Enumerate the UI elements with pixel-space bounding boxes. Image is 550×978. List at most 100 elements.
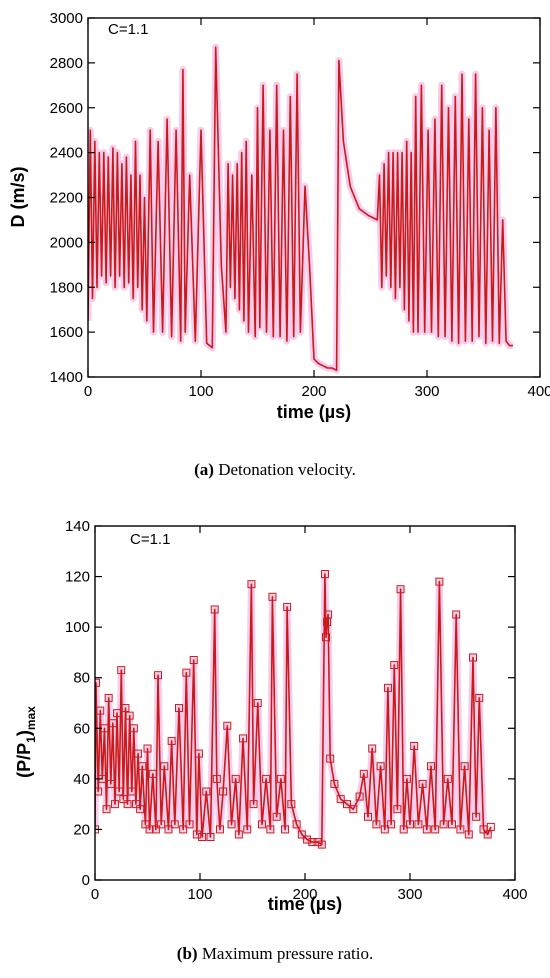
data-point-marker [189,656,198,665]
data-point-marker [121,704,130,713]
data-point-marker [393,805,402,814]
data-point-marker [276,774,285,783]
y-tick-label: 2800 [50,55,83,72]
data-point-marker [215,825,224,834]
data-point-marker [164,825,173,834]
data-point-marker [234,830,243,839]
data-point-marker [283,602,292,611]
data-point-marker [456,825,465,834]
chart-panel-b: 0 100 200 300 400 0 20 40 60 80 100 120 140 C=1.1 ti… [0,512,550,940]
data-point-marker [151,825,160,834]
data-point-marker [268,592,277,601]
data-point-marker [113,709,122,718]
data-point-marker [206,833,215,842]
data-point-marker [359,769,368,778]
x-tick-label: 400 [527,383,550,400]
data-point-marker [123,800,132,809]
data-point-marker [127,787,136,796]
data-point-marker [297,830,306,839]
caption-label: (a) [194,460,214,479]
data-point-marker [182,668,191,677]
y-tick-label: 120 [65,569,90,586]
y-tick-label: 40 [73,771,90,788]
data-point-marker [170,820,179,829]
y-tick-label: 60 [73,720,90,737]
data-point-marker [383,683,392,692]
data-point-marker [134,749,143,758]
data-point-marker [308,838,317,847]
figure-caption-b: (b) Maximum pressure ratio. [0,944,550,964]
data-point-marker [287,800,296,809]
data-point-marker [399,825,408,834]
data-point-marker [125,711,134,720]
y-tick-label: 2000 [50,234,83,251]
x-tick-label: 300 [414,383,439,400]
data-point-marker [427,762,435,771]
data-point-marker [131,800,140,809]
y-tick-label: 2400 [50,145,83,162]
data-point-marker [320,570,329,579]
data-point-marker [154,671,162,680]
y-tick-label: 1400 [50,369,83,386]
data-point-marker [102,805,111,814]
data-point-marker [422,825,431,834]
caption-label: (b) [176,944,198,963]
data-point-marker [129,724,138,733]
x-tick-label: 100 [188,383,213,400]
data-point-marker [452,610,461,619]
y-axis-title-sub2: max [24,706,38,730]
x-tick-label: 100 [187,886,212,903]
data-point-marker [281,825,290,834]
data-point-marker [95,787,103,796]
data-point-marker [272,812,281,821]
data-point-marker [418,779,427,788]
data-point-marker [145,825,154,834]
y-tick-label: 3000 [50,10,83,27]
data-point-marker [406,820,414,829]
data-point-marker [179,825,188,834]
data-point-marker [202,787,211,796]
data-point-marker [414,820,423,829]
x-tick-label: 300 [397,886,422,903]
data-point-marker [119,795,128,804]
data-point-marker [227,820,236,829]
data-point-marker [323,618,332,627]
y-tick-label: 2200 [50,190,83,207]
data-point-marker [292,820,301,829]
data-point-marker [143,744,152,753]
data-point-marker [303,835,312,844]
data-point-marker [219,787,228,796]
data-point-marker [324,610,333,619]
data-point-marker [313,838,322,847]
data-point-marker [194,749,203,758]
data-point-marker [106,779,115,788]
data-point-marker [431,825,440,834]
x-tick-label: 200 [301,383,326,400]
data-point-marker [262,774,271,783]
data-point-marker [336,795,345,804]
data-point-marker [396,585,405,594]
data-point-marker [212,774,221,783]
y-tick-label: 80 [73,670,90,687]
data-point-marker [349,805,358,814]
data-point-marker [185,820,194,829]
data-point-marker [108,719,117,728]
y-axis-title-mid: ) [14,730,34,736]
y-tick-label: 0 [82,872,90,889]
caption-text: Maximum pressure ratio. [197,944,374,963]
pressure-ratio-chart: 0 100 200 300 400 0 20 40 60 80 100 120 140 C=1.1 ti… [14,518,528,914]
data-point-marker [175,704,183,713]
y-tick-label: 2600 [50,100,83,117]
data-point-marker [376,762,385,771]
data-point-marker [198,833,207,842]
caption-text: Detonation velocity. [213,460,356,479]
y-tick-label: 140 [65,518,90,535]
data-point-marker [402,774,411,783]
chart-annotation: C=1.1 [108,21,148,38]
data-point-marker [368,744,377,753]
data-point-marker [266,825,275,834]
data-point-marker [486,822,495,831]
data-point-marker [326,754,335,763]
y-axis-title: D (m/s) [8,166,28,227]
data-point-marker [483,830,492,839]
